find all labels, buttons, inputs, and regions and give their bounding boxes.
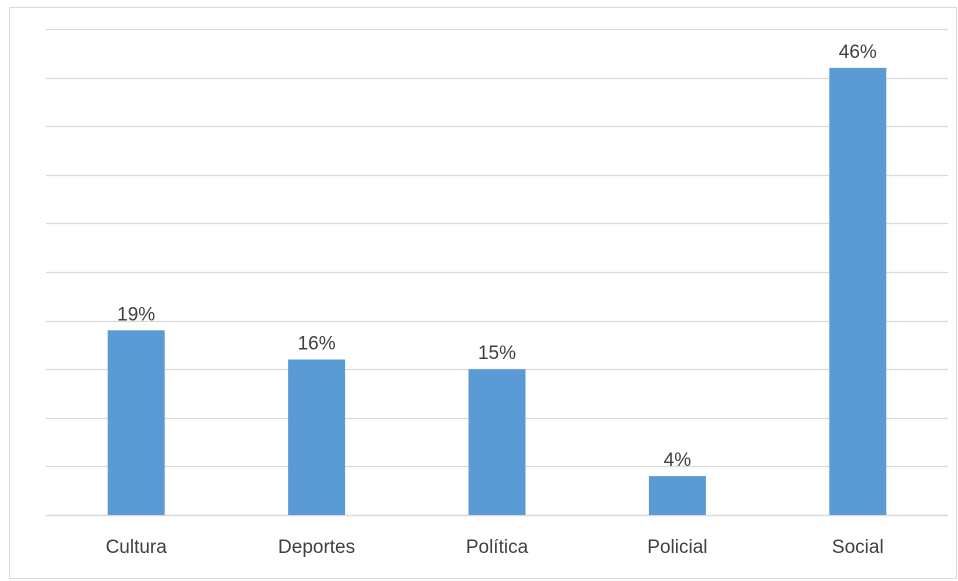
data-label: 4% xyxy=(664,450,692,471)
bars xyxy=(107,67,887,516)
x-tick-label: Policial xyxy=(647,537,707,558)
bar-deportes xyxy=(288,359,346,515)
data-label: 19% xyxy=(117,304,155,325)
x-tick-label: Política xyxy=(466,537,529,558)
bar-social xyxy=(829,67,887,516)
data-labels: 19% 16% 15% 4% 46% xyxy=(117,42,877,471)
data-label: 46% xyxy=(839,42,877,63)
bar-cultura xyxy=(107,330,165,515)
x-tick-labels: Cultura Deportes Política Policial Social xyxy=(106,537,884,558)
data-label: 15% xyxy=(478,343,516,364)
gridlines xyxy=(46,28,948,517)
x-tick-label: Cultura xyxy=(106,537,168,558)
x-tick-label: Deportes xyxy=(278,537,355,558)
x-tick-label: Social xyxy=(832,537,884,558)
bar-política xyxy=(468,369,526,515)
data-label: 16% xyxy=(298,334,336,355)
bar-policial xyxy=(648,476,706,515)
